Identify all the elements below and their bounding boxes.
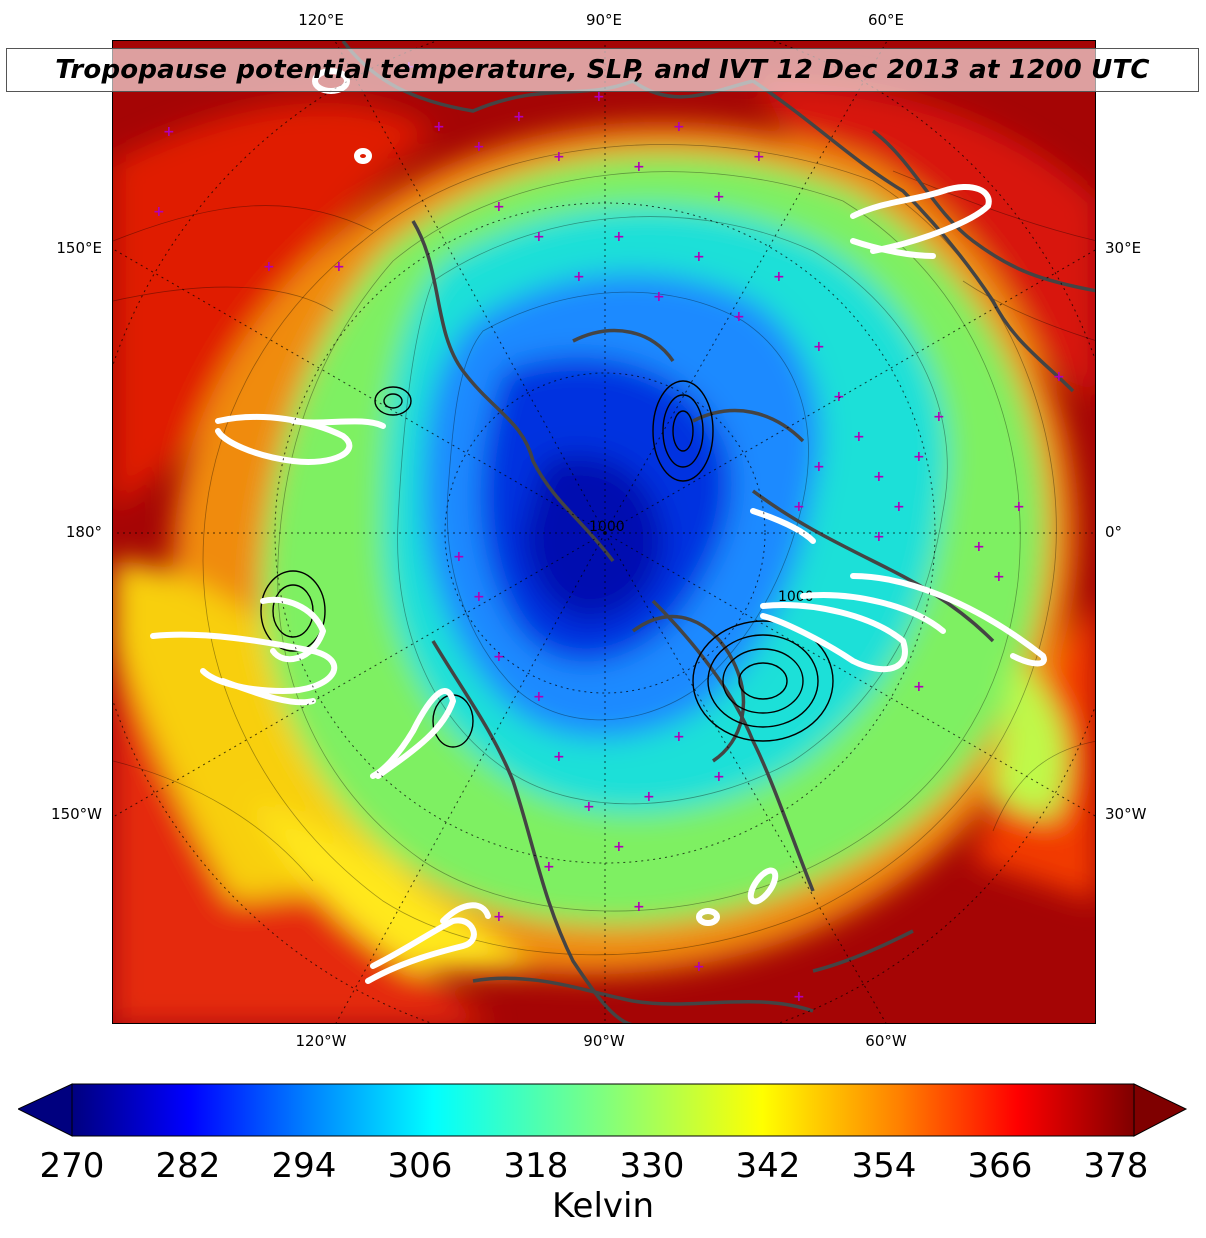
svg-text:+: + [733, 309, 745, 325]
map-panel: 1000 1000 + + + + + + + + + + + + [112, 40, 1096, 1024]
svg-text:+: + [693, 959, 705, 975]
lon-label-right: 0° [1105, 523, 1123, 541]
svg-text:+: + [493, 649, 505, 665]
lon-label-right: 30°E [1105, 239, 1142, 257]
svg-text:+: + [673, 119, 685, 135]
svg-text:+: + [493, 909, 505, 925]
colorbar-min-extend [18, 1083, 73, 1137]
svg-text:+: + [333, 259, 345, 275]
colorbar-tick: 378 [1083, 1146, 1149, 1186]
theta-contours [113, 144, 1095, 956]
colorbar-tick: 366 [967, 1146, 1033, 1186]
colorbar-tick: 318 [503, 1146, 569, 1186]
svg-text:+: + [853, 429, 865, 445]
svg-text:+: + [1053, 369, 1065, 385]
svg-text:+: + [643, 789, 655, 805]
colorbar-tick: 294 [271, 1146, 337, 1186]
svg-text:+: + [583, 799, 595, 815]
svg-text:+: + [633, 159, 645, 175]
svg-text:+: + [973, 539, 985, 555]
colorbar-tick: 270 [39, 1146, 105, 1186]
map-title-box: Tropopause potential temperature, SLP, a… [6, 48, 1199, 92]
svg-text:+: + [833, 389, 845, 405]
tropopause-theta-map: 1000 1000 +++ + +++ + +++ + [113, 41, 1095, 1023]
svg-text:+: + [1013, 499, 1025, 515]
svg-text:+: + [633, 899, 645, 915]
lon-label-right: 30°W [1105, 805, 1147, 823]
colorbar-tick: 330 [619, 1146, 685, 1186]
svg-text:+: + [693, 249, 705, 265]
lon-label-top: 60°E [867, 11, 905, 29]
svg-text:+: + [673, 729, 685, 745]
lon-label-top: 120°E [298, 11, 344, 29]
svg-text:+: + [433, 119, 445, 135]
colorbar-tick: 282 [155, 1146, 221, 1186]
lon-label-bottom: 120°W [295, 1032, 347, 1050]
svg-text:+: + [543, 859, 555, 875]
svg-text:+: + [813, 339, 825, 355]
lon-label-bottom: 90°W [583, 1032, 625, 1050]
lon-label-left: 180° [65, 523, 102, 541]
lon-label-top: 90°E [585, 11, 623, 29]
map-title: Tropopause potential temperature, SLP, a… [55, 55, 1150, 85]
svg-text:+: + [453, 549, 465, 565]
svg-text:+: + [513, 109, 525, 125]
colorbar-label: Kelvin [551, 1186, 655, 1226]
svg-text:+: + [613, 229, 625, 245]
svg-text:+: + [573, 269, 585, 285]
svg-text:+: + [913, 449, 925, 465]
lon-label-bottom: 60°W [865, 1032, 907, 1050]
svg-text:+: + [773, 269, 785, 285]
colorbar-tick: 306 [387, 1146, 453, 1186]
svg-text:+: + [713, 769, 725, 785]
svg-text:+: + [153, 204, 165, 220]
coastlines [341, 41, 1095, 1023]
svg-text:+: + [493, 199, 505, 215]
svg-text:+: + [993, 569, 1005, 585]
svg-text:+: + [613, 839, 625, 855]
svg-text:+: + [873, 469, 885, 485]
graticule [113, 41, 1095, 1023]
slp-contours [260, 380, 834, 748]
svg-text:+: + [473, 139, 485, 155]
svg-text:+: + [593, 89, 605, 105]
svg-text:+: + [813, 459, 825, 475]
svg-text:+: + [713, 189, 725, 205]
svg-text:+: + [533, 689, 545, 705]
colorbar-tick: 354 [851, 1146, 917, 1186]
svg-text:+: + [753, 149, 765, 165]
colorbar-tick: 342 [735, 1146, 801, 1186]
svg-text:+: + [553, 749, 565, 765]
lon-label-left: 150°E [56, 239, 102, 257]
station-markers: +++ + +++ + +++ + +++ + +++ + +++ + +++ + +++ + … [153, 59, 1065, 1005]
svg-text:+: + [533, 229, 545, 245]
svg-text:+: + [933, 409, 945, 425]
svg-text:+: + [163, 124, 175, 140]
lon-label-left: 150°W [51, 805, 102, 823]
ivt-contours [150, 68, 1047, 984]
svg-text:+: + [793, 989, 805, 1005]
colorbar-gradient [71, 1083, 1135, 1137]
slp-label: 1000 [589, 519, 625, 535]
svg-text:+: + [553, 149, 565, 165]
svg-text:+: + [473, 589, 485, 605]
svg-text:+: + [893, 499, 905, 515]
colorbar-max-extend [1133, 1083, 1188, 1137]
svg-text:+: + [873, 529, 885, 545]
svg-text:+: + [793, 499, 805, 515]
colorbar [18, 1083, 1188, 1137]
svg-text:+: + [653, 289, 665, 305]
svg-text:+: + [913, 679, 925, 695]
svg-text:+: + [263, 259, 275, 275]
